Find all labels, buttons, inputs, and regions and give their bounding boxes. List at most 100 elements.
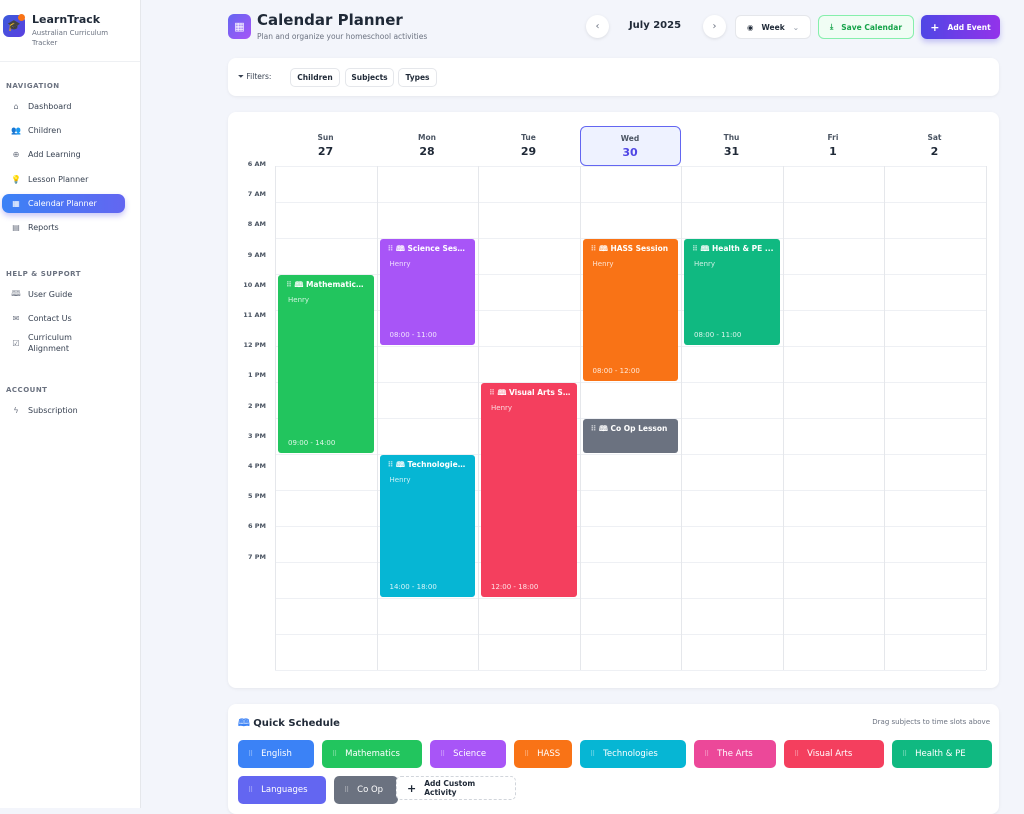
time-slot[interactable] — [682, 347, 783, 382]
time-slot[interactable] — [581, 563, 682, 598]
view-select[interactable]: ◉ Week ⌄ — [735, 15, 811, 39]
time-slot[interactable] — [885, 599, 986, 634]
time-slot[interactable] — [885, 203, 986, 238]
time-slot[interactable] — [885, 635, 986, 670]
time-slot[interactable] — [581, 167, 682, 202]
calendar-event[interactable]: ⠿ 🕮 Science Sessi... Henry 08:00 - 11:00 — [379, 239, 475, 345]
time-slot[interactable] — [784, 419, 885, 454]
time-slot[interactable] — [784, 527, 885, 562]
save-calendar-button[interactable]: ⤓ Save Calendar — [818, 15, 914, 39]
time-slot[interactable] — [784, 347, 885, 382]
time-slot[interactable] — [784, 599, 885, 634]
sidebar-item-user-guide[interactable]: 🕮 User Guide — [2, 285, 125, 304]
time-slot[interactable] — [581, 635, 682, 670]
time-slot[interactable] — [682, 419, 783, 454]
prev-week-button[interactable]: ‹ — [586, 15, 609, 38]
time-slot[interactable] — [885, 491, 986, 526]
time-slot[interactable] — [276, 635, 377, 670]
time-slot[interactable] — [885, 383, 986, 418]
time-slot[interactable] — [378, 167, 479, 202]
time-slot[interactable] — [885, 311, 986, 346]
time-slot[interactable] — [784, 563, 885, 598]
filter-children[interactable]: Children — [290, 68, 340, 87]
time-slot[interactable] — [682, 383, 783, 418]
time-slot[interactable] — [784, 239, 885, 274]
day-header-fri[interactable]: Fri 1 — [783, 126, 884, 166]
quick-subject-english[interactable]: ⠿ English — [238, 740, 314, 768]
next-week-button[interactable]: › — [703, 15, 726, 38]
time-slot[interactable] — [885, 419, 986, 454]
day-header-tue[interactable]: Tue 29 — [478, 126, 579, 166]
time-slot[interactable] — [885, 455, 986, 490]
time-slot[interactable] — [276, 491, 377, 526]
time-slot[interactable] — [479, 311, 580, 346]
time-slot[interactable] — [682, 455, 783, 490]
calendar-event[interactable]: ⠿ 🕮 Co Op Lesson — [582, 419, 678, 453]
day-header-wed[interactable]: Wed 30 — [579, 126, 681, 166]
time-slot[interactable] — [276, 563, 377, 598]
filter-subjects[interactable]: Subjects — [345, 68, 394, 87]
sidebar-item-reports[interactable]: ▤ Reports — [2, 218, 125, 237]
day-header-thu[interactable]: Thu 31 — [681, 126, 782, 166]
quick-subject-co-op[interactable]: ⠿ Co Op — [334, 776, 398, 804]
time-slot[interactable] — [682, 527, 783, 562]
time-slot[interactable] — [885, 167, 986, 202]
time-slot[interactable] — [581, 599, 682, 634]
time-slot[interactable] — [479, 239, 580, 274]
time-slot[interactable] — [378, 203, 479, 238]
sidebar-item-dashboard[interactable]: ⌂ Dashboard — [2, 97, 125, 116]
time-slot[interactable] — [479, 167, 580, 202]
time-slot[interactable] — [378, 347, 479, 382]
time-slot[interactable] — [276, 239, 377, 274]
drag-handle-icon[interactable]: ⠿ — [387, 460, 394, 469]
time-slot[interactable] — [682, 599, 783, 634]
time-slot[interactable] — [885, 563, 986, 598]
time-slot[interactable] — [885, 275, 986, 310]
filter-types[interactable]: Types — [398, 68, 437, 87]
sidebar-item-calendar-planner[interactable]: ▦ Calendar Planner — [2, 193, 125, 213]
sidebar-item-lesson-planner[interactable]: 💡 Lesson Planner — [2, 170, 125, 189]
time-slot[interactable] — [479, 599, 580, 634]
time-slot[interactable] — [276, 527, 377, 562]
sidebar-item-add-learning[interactable]: ⊕ Add Learning — [2, 145, 125, 164]
time-slot[interactable] — [378, 599, 479, 634]
day-header-sun[interactable]: Sun 27 — [275, 126, 376, 166]
time-slot[interactable] — [378, 635, 479, 670]
time-slot[interactable] — [479, 203, 580, 238]
time-slot[interactable] — [276, 203, 377, 238]
time-slot[interactable] — [784, 491, 885, 526]
calendar-event[interactable]: ⠿ 🕮 HASS Session Henry 08:00 - 12:00 — [582, 239, 678, 381]
calendar-event[interactable]: ⠿ 🕮 Mathematics... Henry 09:00 - 14:00 — [278, 275, 374, 453]
time-slot[interactable] — [784, 455, 885, 490]
drag-handle-icon[interactable]: ⠿ — [286, 280, 292, 289]
time-slot[interactable] — [784, 311, 885, 346]
time-slot[interactable] — [479, 275, 580, 310]
calendar-event[interactable]: ⠿ 🕮 Health & PE ... Henry 08:00 - 11:00 — [684, 239, 780, 345]
time-slot[interactable] — [581, 527, 682, 562]
time-slot[interactable] — [885, 239, 986, 274]
quick-subject-mathematics[interactable]: ⠿ Mathematics — [322, 740, 422, 768]
time-slot[interactable] — [682, 563, 783, 598]
quick-subject-languages[interactable]: ⠿ Languages — [238, 776, 326, 804]
time-slot[interactable] — [276, 455, 377, 490]
time-slot[interactable] — [682, 167, 783, 202]
time-slot[interactable] — [479, 635, 580, 670]
drag-handle-icon[interactable]: ⠿ — [590, 244, 597, 253]
time-slot[interactable] — [784, 383, 885, 418]
drag-handle-icon[interactable]: ⠿ — [387, 244, 394, 253]
drag-handle-icon[interactable]: ⠿ — [489, 388, 495, 397]
quick-subject-the-arts[interactable]: ⠿ The Arts — [694, 740, 776, 768]
quick-subject-technologies[interactable]: ⠿ Technologies — [580, 740, 686, 768]
time-slot[interactable] — [885, 527, 986, 562]
time-slot[interactable] — [378, 383, 479, 418]
quick-subject-hass[interactable]: ⠿ HASS — [514, 740, 572, 768]
time-slot[interactable] — [784, 275, 885, 310]
day-header-sat[interactable]: Sat 2 — [884, 126, 985, 166]
time-slot[interactable] — [784, 167, 885, 202]
time-slot[interactable] — [784, 635, 885, 670]
time-slot[interactable] — [885, 347, 986, 382]
day-header-mon[interactable]: Mon 28 — [377, 126, 478, 166]
time-slot[interactable] — [784, 203, 885, 238]
time-slot[interactable] — [682, 203, 783, 238]
time-slot[interactable] — [378, 419, 479, 454]
